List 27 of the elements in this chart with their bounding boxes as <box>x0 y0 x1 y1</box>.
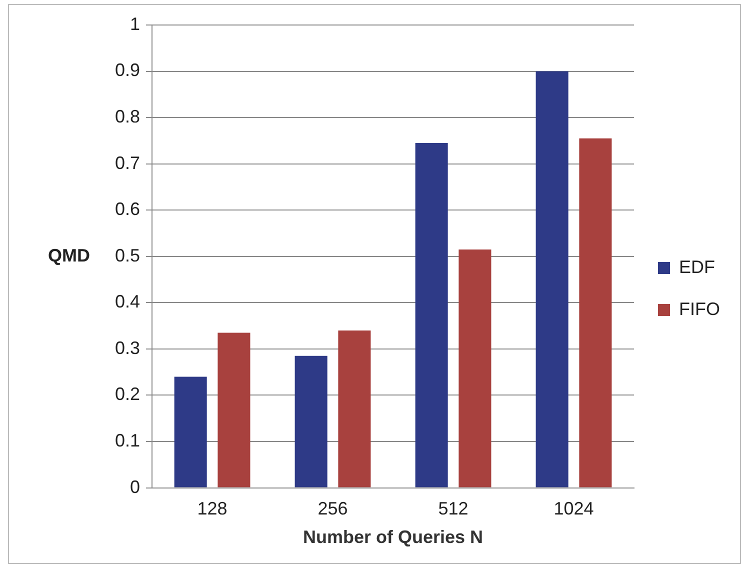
bar <box>536 71 568 488</box>
y-tick-label: 1 <box>130 14 140 34</box>
y-tick-label: 0.5 <box>114 245 140 266</box>
legend-label: EDF <box>679 256 716 277</box>
bar <box>458 249 492 488</box>
x-axis-title: Number of Queries N <box>302 527 484 548</box>
y-tick-label: 0.3 <box>114 338 140 358</box>
bar <box>338 330 371 488</box>
bar <box>218 332 250 488</box>
y-tick-label: 0.7 <box>114 152 140 173</box>
bar <box>579 138 612 488</box>
y-tick-label: 0.8 <box>114 106 140 127</box>
y-tick-label: 0 <box>130 476 140 497</box>
y-tick-label: 0.1 <box>114 430 140 450</box>
bar <box>294 356 328 488</box>
y-tick-label: 0.6 <box>114 199 140 220</box>
legend-label: FIFO <box>679 298 720 319</box>
y-tick-label: 0.9 <box>114 60 140 80</box>
x-tick-label: 128 <box>197 498 228 519</box>
x-tick-label: 256 <box>318 498 348 519</box>
bar <box>174 376 207 488</box>
y-tick-label: 0.4 <box>114 292 140 312</box>
x-tick-label: 1024 <box>554 498 594 519</box>
bar <box>415 143 448 488</box>
y-tick-label: 0.2 <box>114 384 140 404</box>
y-axis-title: QMD <box>48 245 90 266</box>
x-tick-label: 512 <box>438 498 468 519</box>
